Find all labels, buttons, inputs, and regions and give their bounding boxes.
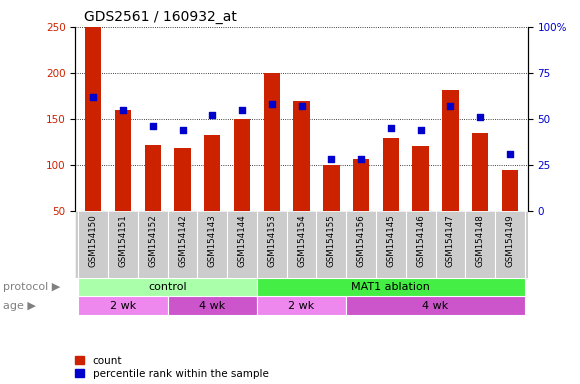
Bar	[502, 170, 518, 211]
Bar	[78, 296, 168, 315]
Bar	[293, 101, 310, 211]
Text: 4 wk: 4 wk	[422, 301, 449, 311]
Point	[178, 127, 187, 133]
Bar	[85, 27, 101, 211]
Legend: count, percentile rank within the sample: count, percentile rank within the sample	[75, 356, 269, 379]
Text: GSM154156: GSM154156	[357, 214, 365, 267]
Text: GSM154145: GSM154145	[386, 214, 396, 267]
Bar	[323, 165, 339, 211]
Text: GSM154147: GSM154147	[446, 214, 455, 267]
Text: GSM154144: GSM154144	[238, 214, 246, 267]
Bar	[264, 73, 280, 211]
Point	[416, 127, 425, 133]
Text: MAT1 ablation: MAT1 ablation	[351, 282, 430, 292]
Point	[505, 151, 514, 157]
Point	[327, 156, 336, 162]
Bar	[353, 159, 369, 211]
Text: GSM154151: GSM154151	[118, 214, 128, 267]
Bar	[472, 133, 488, 211]
Text: control: control	[148, 282, 187, 292]
Text: GSM154153: GSM154153	[267, 214, 276, 267]
Point	[148, 123, 157, 129]
Text: GSM154148: GSM154148	[476, 214, 485, 267]
Text: GSM154146: GSM154146	[416, 214, 425, 267]
Bar	[442, 90, 459, 211]
Text: protocol ▶: protocol ▶	[3, 282, 60, 292]
Text: 2 wk: 2 wk	[110, 301, 136, 311]
Text: GSM154155: GSM154155	[327, 214, 336, 267]
Point	[386, 125, 396, 131]
Bar	[115, 110, 131, 211]
Point	[118, 107, 128, 113]
Text: 2 wk: 2 wk	[288, 301, 315, 311]
Point	[297, 103, 306, 109]
Text: GSM154149: GSM154149	[505, 214, 514, 267]
Text: GSM154154: GSM154154	[297, 214, 306, 267]
Bar	[78, 278, 257, 296]
Text: age ▶: age ▶	[3, 301, 36, 311]
Text: GSM154142: GSM154142	[178, 214, 187, 267]
Text: GSM154152: GSM154152	[148, 214, 157, 267]
Bar	[168, 296, 257, 315]
Bar	[234, 119, 250, 211]
Point	[357, 156, 366, 162]
Point	[237, 107, 246, 113]
Bar	[175, 149, 191, 211]
Bar	[204, 135, 220, 211]
Text: GDS2561 / 160932_at: GDS2561 / 160932_at	[85, 10, 237, 25]
Point	[89, 94, 98, 100]
Text: GSM154143: GSM154143	[208, 214, 217, 267]
Text: GSM154150: GSM154150	[89, 214, 98, 267]
Point	[446, 103, 455, 109]
Bar	[257, 278, 525, 296]
Point	[267, 101, 277, 107]
Bar	[144, 145, 161, 211]
Point	[208, 112, 217, 118]
Text: 4 wk: 4 wk	[199, 301, 226, 311]
Point	[476, 114, 485, 120]
Bar	[346, 296, 525, 315]
Bar	[257, 296, 346, 315]
Bar	[383, 138, 399, 211]
Bar	[412, 146, 429, 211]
